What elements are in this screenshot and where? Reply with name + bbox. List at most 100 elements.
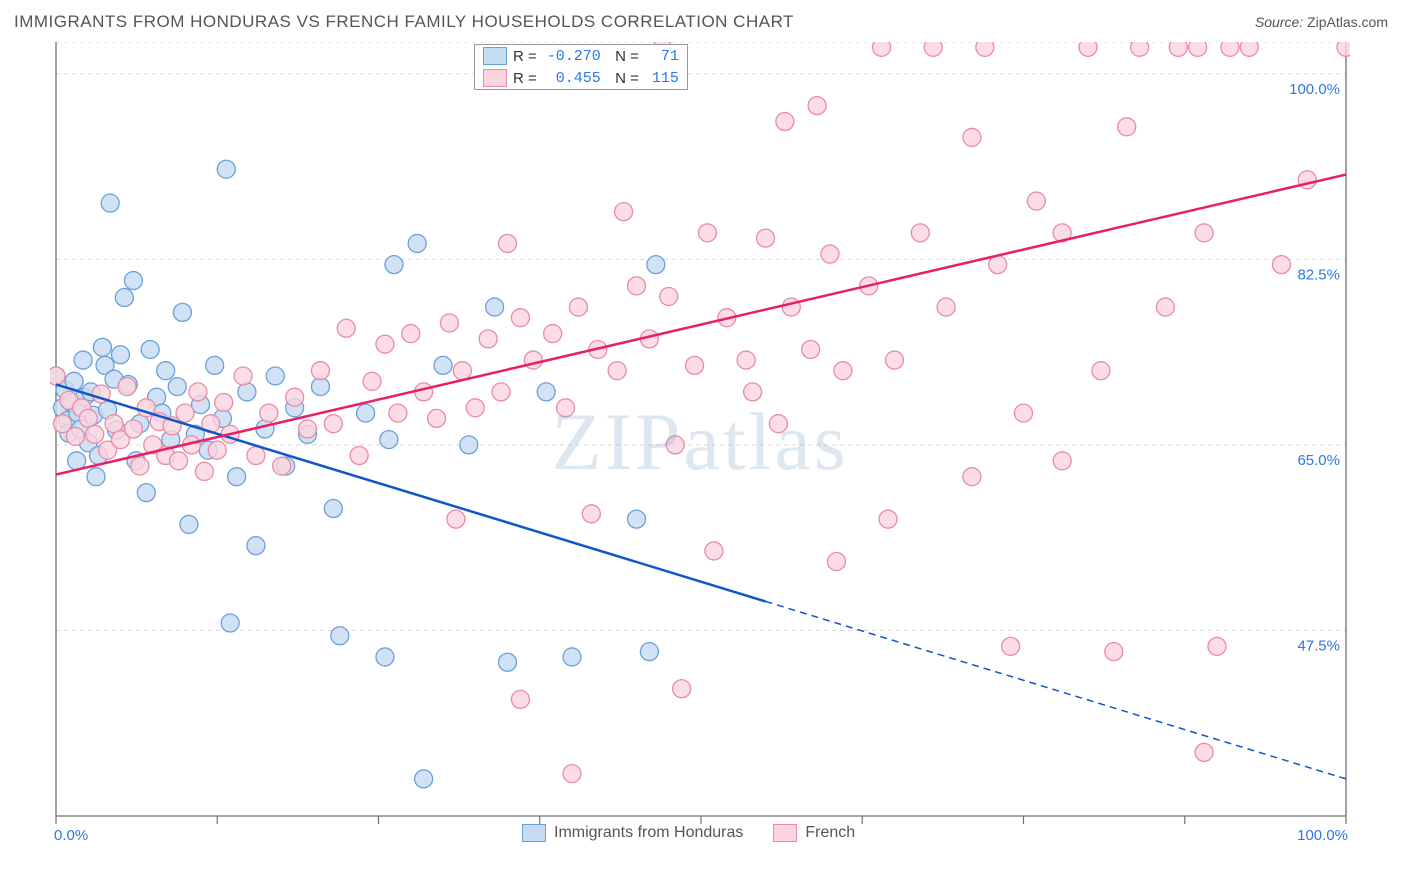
scatter-point <box>385 256 403 274</box>
scatter-point <box>93 338 111 356</box>
scatter-point <box>273 457 291 475</box>
scatter-point <box>911 224 929 242</box>
scatter-point <box>112 346 130 364</box>
scatter-point <box>557 399 575 417</box>
scatter-point <box>511 690 529 708</box>
scatter-point <box>50 367 65 385</box>
scatter-point <box>608 362 626 380</box>
scatter-point <box>937 298 955 316</box>
scatter-point <box>447 510 465 528</box>
scatter-point <box>1053 452 1071 470</box>
scatter-point <box>434 356 452 374</box>
scatter-point <box>428 409 446 427</box>
scatter-point <box>137 484 155 502</box>
scatter-point <box>686 356 704 374</box>
scatter-point <box>873 42 891 56</box>
legend-n-value: 71 <box>645 48 679 65</box>
legend-swatch <box>522 824 546 842</box>
scatter-point <box>705 542 723 560</box>
scatter-point <box>376 648 394 666</box>
scatter-point <box>101 194 119 212</box>
scatter-point <box>337 319 355 337</box>
legend-n-label: N = <box>607 48 639 65</box>
scatter-point <box>118 378 136 396</box>
scatter-point <box>1027 192 1045 210</box>
scatter-point <box>331 627 349 645</box>
scatter-point <box>569 298 587 316</box>
chart-title: IMMIGRANTS FROM HONDURAS VS FRENCH FAMIL… <box>14 12 794 32</box>
scatter-point <box>673 680 691 698</box>
scatter-point <box>324 415 342 433</box>
legend-swatch <box>773 824 797 842</box>
scatter-point <box>415 383 433 401</box>
scatter-point <box>247 447 265 465</box>
correlation-legend-row: R = 0.455 N = 115 <box>475 67 687 89</box>
scatter-point <box>260 404 278 422</box>
scatter-point <box>389 404 407 422</box>
scatter-point <box>168 378 186 396</box>
svg-text:100.0%: 100.0% <box>1289 81 1340 98</box>
scatter-point <box>511 309 529 327</box>
scatter-point <box>299 420 317 438</box>
scatter-point <box>976 42 994 56</box>
legend-n-label: N = <box>607 70 639 87</box>
series-legend-item: French <box>773 824 855 842</box>
scatter-point <box>402 325 420 343</box>
scatter-point <box>524 351 542 369</box>
legend-r-value: -0.270 <box>543 48 601 65</box>
scatter-point <box>173 303 191 321</box>
scatter-point <box>217 160 235 178</box>
scatter-point <box>499 653 517 671</box>
scatter-point <box>1240 42 1258 56</box>
scatter-point <box>879 510 897 528</box>
scatter-point <box>499 234 517 252</box>
scatter-point <box>234 367 252 385</box>
legend-swatch <box>483 47 507 65</box>
scatter-point <box>492 383 510 401</box>
scatter-point <box>170 452 188 470</box>
scatter-point <box>195 462 213 480</box>
scatter-point <box>1208 637 1226 655</box>
scatter-point <box>1105 643 1123 661</box>
scatter-point <box>86 425 104 443</box>
scatter-point <box>357 404 375 422</box>
correlation-legend-row: R = -0.270 N = 71 <box>475 45 687 67</box>
svg-text:47.5%: 47.5% <box>1297 637 1340 654</box>
scatter-point <box>180 515 198 533</box>
scatter-point <box>1092 362 1110 380</box>
series-legend-label: French <box>805 824 855 842</box>
scatter-point <box>376 335 394 353</box>
scatter-point <box>157 362 175 380</box>
scatter-point <box>1195 743 1213 761</box>
scatter-point <box>266 367 284 385</box>
svg-text:82.5%: 82.5% <box>1297 266 1340 283</box>
scatter-point <box>87 468 105 486</box>
scatter-point <box>1189 42 1207 56</box>
scatter-point <box>66 427 84 445</box>
source-value: ZipAtlas.com <box>1307 14 1388 30</box>
correlation-legend: R = -0.270 N = 71R = 0.455 N = 115 <box>474 44 688 90</box>
scatter-point <box>1221 42 1239 56</box>
source-attribution: Source: ZipAtlas.com <box>1255 14 1388 30</box>
scatter-point <box>802 340 820 358</box>
scatter-point <box>124 272 142 290</box>
legend-r-label: R = <box>513 70 537 87</box>
scatter-point <box>286 388 304 406</box>
scatter-point <box>1131 42 1149 56</box>
scatter-point <box>247 537 265 555</box>
scatter-point <box>115 289 133 307</box>
scatter-point <box>544 325 562 343</box>
scatter-point <box>74 351 92 369</box>
series-legend: Immigrants from HondurasFrench <box>522 824 855 842</box>
scatter-point <box>380 431 398 449</box>
scatter-point <box>628 277 646 295</box>
scatter-point <box>408 234 426 252</box>
scatter-point <box>563 765 581 783</box>
scatter-point <box>466 399 484 417</box>
scatter-point <box>963 468 981 486</box>
scatter-point <box>647 256 665 274</box>
legend-r-label: R = <box>513 48 537 65</box>
legend-r-value: 0.455 <box>543 70 601 87</box>
source-label: Source: <box>1255 14 1303 30</box>
svg-text:0.0%: 0.0% <box>54 827 88 842</box>
